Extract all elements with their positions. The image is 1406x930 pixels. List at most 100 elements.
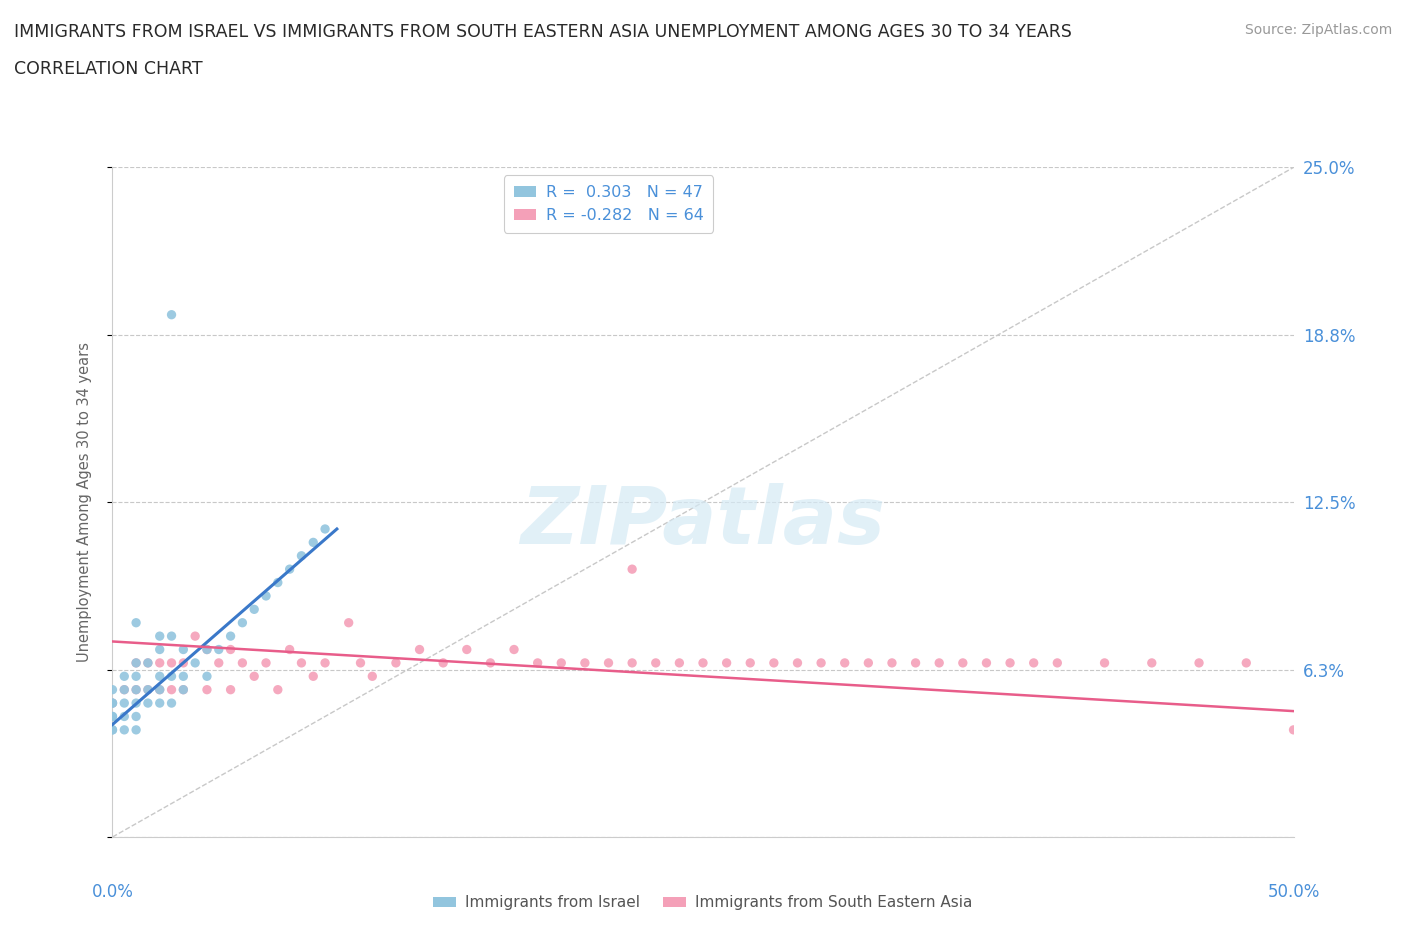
Point [574,656,596,671]
Point [184,629,207,644]
Point [254,656,277,671]
Text: Source: ZipAtlas.com: Source: ZipAtlas.com [1244,23,1392,37]
Point [136,696,159,711]
Point [267,683,290,698]
Text: IMMIGRANTS FROM ISRAEL VS IMMIGRANTS FROM SOUTH EASTERN ASIA UNEMPLOYMENT AMONG : IMMIGRANTS FROM ISRAEL VS IMMIGRANTS FRO… [14,23,1071,41]
Point [278,562,301,577]
Point [302,535,325,550]
Point [550,656,572,671]
Point [125,669,148,684]
Point [1140,656,1163,671]
Point [1282,723,1305,737]
Point [786,656,808,671]
Point [302,669,325,684]
Point [598,656,620,671]
Point [692,656,714,671]
Point [254,589,277,604]
Point [278,642,301,657]
Point [149,683,172,698]
Point [1022,656,1045,671]
Point [219,642,242,657]
Point [716,656,738,671]
Point [243,669,266,684]
Point [172,656,194,671]
Point [112,723,135,737]
Point [112,669,135,684]
Point [243,602,266,617]
Point [998,656,1021,671]
Point [526,656,548,671]
Point [976,656,998,671]
Point [125,696,148,711]
Point [172,683,194,698]
Point [112,696,135,711]
Point [125,656,148,671]
Point [195,642,218,657]
Point [101,709,124,724]
Point [149,629,172,644]
Point [101,696,124,711]
Point [149,642,172,657]
Point [184,656,207,671]
Point [160,307,183,322]
Point [149,696,172,711]
Point [208,642,231,657]
Point [740,656,762,671]
Point [172,669,194,684]
Point [1234,656,1257,671]
Text: 50.0%: 50.0% [1267,883,1320,900]
Point [112,683,135,698]
Point [349,656,371,671]
Point [136,683,159,698]
Text: CORRELATION CHART: CORRELATION CHART [14,60,202,78]
Point [337,616,360,631]
Point [101,709,124,724]
Point [125,683,148,698]
Point [432,656,454,671]
Point [267,575,290,590]
Point [136,656,159,671]
Point [172,683,194,698]
Point [219,629,242,644]
Point [479,656,502,671]
Point [101,696,124,711]
Point [112,683,135,698]
Point [101,683,124,698]
Point [208,656,231,671]
Point [928,656,950,671]
Point [231,616,253,631]
Point [160,669,183,684]
Point [195,669,218,684]
Y-axis label: Unemployment Among Ages 30 to 34 years: Unemployment Among Ages 30 to 34 years [77,342,91,662]
Point [810,656,832,671]
Point [762,656,785,671]
Text: ZIPatlas: ZIPatlas [520,484,886,562]
Point [290,656,312,671]
Point [621,656,644,671]
Point [160,656,183,671]
Point [149,656,172,671]
Point [160,696,183,711]
Point [385,656,408,671]
Point [314,522,336,537]
Point [858,656,880,671]
Point [219,683,242,698]
Point [1188,656,1211,671]
Point [408,642,430,657]
Point [125,709,148,724]
Point [149,683,172,698]
Point [314,656,336,671]
Point [195,642,218,657]
Point [125,683,148,698]
Legend: Immigrants from Israel, Immigrants from South Eastern Asia: Immigrants from Israel, Immigrants from … [427,889,979,916]
Point [231,656,253,671]
Point [125,723,148,737]
Point [834,656,856,671]
Point [668,656,690,671]
Point [290,549,312,564]
Point [904,656,927,671]
Point [160,629,183,644]
Point [125,616,148,631]
Point [101,696,124,711]
Point [503,642,526,657]
